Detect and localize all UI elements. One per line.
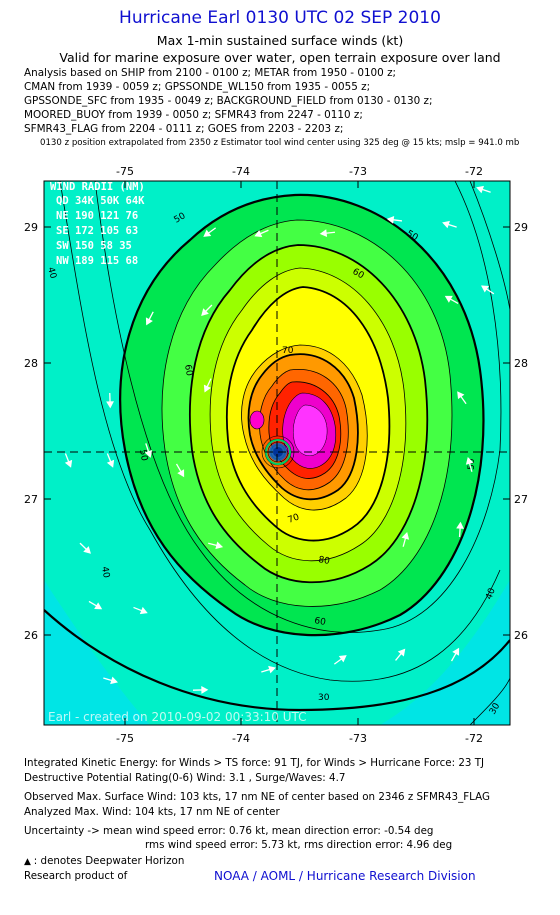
wind-arrow-head: [139, 606, 148, 615]
lat-tick-right: 26: [514, 629, 528, 642]
contour-label: 80: [317, 555, 330, 567]
wind-arrow-head: [145, 317, 153, 326]
wind-arrow-head: [401, 531, 410, 540]
wind-arrow-head: [144, 450, 153, 458]
map-title: Hurricane Earl 0130 UTC 02 SEP 2010: [119, 8, 441, 28]
wind-arrow-head: [442, 220, 450, 229]
contour-line-30kt-se: [469, 677, 510, 725]
wind-band-100kt: [293, 404, 328, 456]
lat-tick-left: 26: [24, 629, 38, 642]
wind-arrow-head: [476, 185, 484, 194]
analysis-line: Analysis based on SHIP from 2100 - 0100 …: [24, 67, 397, 79]
noaa-link[interactable]: NOAA / AOML / Hurricane Research Divisio…: [214, 869, 476, 883]
wind-arrow-head: [64, 459, 73, 468]
lat-tick-left: 29: [24, 221, 38, 234]
wind-arrow-head: [201, 686, 209, 694]
uncertainty-rms-line: rms wind speed error: 5.73 kt, rms direc…: [145, 839, 453, 851]
wind-arrow-head: [319, 229, 328, 238]
lon-tick-top: -74: [232, 165, 250, 178]
contour-line-30kt-ne: [469, 181, 510, 311]
wind-arrow-head: [106, 459, 115, 468]
map-credit: Earl - created on 2010-09-02 00:33:10 UT…: [48, 710, 307, 724]
lat-tick-right: 27: [514, 493, 528, 506]
map-subtitle-exposure: Valid for marine exposure over water, op…: [59, 50, 501, 65]
contour-label: 40: [484, 587, 497, 601]
wind-arrow-head: [452, 647, 460, 656]
wind-radii-title: WIND RADII (NM): [50, 181, 145, 193]
wind-arrow-head: [338, 655, 347, 663]
lon-tick-bottom: -75: [116, 732, 134, 745]
wind-radii-row: SE 172 105 63: [56, 225, 138, 237]
dpr-line: Destructive Potential Rating(0-6) Wind: …: [24, 772, 346, 784]
axis-ticks: [44, 181, 510, 725]
wind-lobe-west: [249, 410, 265, 430]
deepwater-legend: ▲ : denotes Deepwater Horizon: [24, 855, 184, 867]
contour-label: 60: [313, 616, 326, 628]
lat-tick-right: 29: [514, 221, 528, 234]
contour-label: 70: [282, 346, 294, 356]
lat-tick-left: 27: [24, 493, 38, 506]
position-note: 0130 z position extrapolated from 2350 z…: [40, 138, 520, 148]
analysis-line: MOORED_BUOY from 1939 - 0050 z; SFMR43 f…: [24, 109, 363, 121]
contour-label: 30: [318, 693, 330, 703]
observed-max-line: Observed Max. Surface Wind: 103 kts, 17 …: [24, 791, 490, 803]
lon-tick-bottom: -73: [349, 732, 367, 745]
lon-tick-top: -73: [349, 165, 367, 178]
map-subtitle-units: Max 1-min sustained surface winds (kt): [156, 33, 404, 48]
wind-radii-row: SW 150 58 35: [56, 240, 132, 252]
contour-line-30kt: [44, 609, 510, 712]
wind-arrow-head: [444, 295, 453, 303]
wind-arrow-head: [215, 541, 224, 550]
wind-arrow-head: [106, 401, 114, 409]
lon-tick-top: -75: [116, 165, 134, 178]
contour-label: 50: [467, 458, 477, 470]
wind-arrow-head: [201, 308, 209, 316]
triangle-icon: ▲: [24, 857, 31, 867]
lat-tick-left: 28: [24, 357, 38, 370]
contour-label: 60: [182, 364, 194, 377]
contour-label: 70: [287, 512, 301, 525]
wind-arrow-head: [203, 229, 212, 237]
wind-radii-header: QD 34K 50K 64K: [56, 195, 145, 207]
contour-label: 40: [45, 266, 58, 280]
analysis-line: GPSSONDE_SFC from 1935 - 0049 z; BACKGRO…: [24, 95, 433, 107]
ike-line: Integrated Kinetic Energy: for Winds > T…: [24, 757, 485, 769]
wind-arrow-head: [465, 456, 474, 465]
plot-frame: [43, 180, 511, 726]
wind-arrow-head: [203, 384, 211, 393]
wind-arrow-head: [110, 676, 118, 685]
analysis-line: CMAN from 1939 - 0059 z; GPSSONDE_WL150 …: [24, 81, 371, 93]
uncertainty-line: Uncertainty -> mean wind speed error: 0.…: [24, 825, 434, 837]
lon-tick-bottom: -74: [232, 732, 250, 745]
research-label: Research product of: [24, 870, 128, 882]
wind-radii-row: NE 190 121 76: [56, 210, 138, 222]
lat-tick-right: 28: [514, 357, 528, 370]
analysis-line: SFMR43_FLAG from 2204 - 0111 z; GOES fro…: [24, 123, 344, 135]
wind-radii-row: NW 189 115 68: [56, 255, 138, 267]
wind-arrow-head: [456, 521, 464, 529]
wind-arrow-head: [457, 391, 465, 400]
wind-arrow-head: [386, 215, 395, 224]
wind-arrow-head: [94, 602, 103, 610]
wind-arrow-head: [397, 648, 406, 657]
wind-field-map: -75 -74 -73 -72 -75 -74 -73 -72 29 28 27…: [24, 165, 528, 745]
wind-arrow-head: [481, 285, 490, 293]
contour-line-45kt: [94, 181, 502, 633]
contour-line-40kt: [59, 181, 501, 682]
wind-arrow-head: [177, 469, 185, 478]
wind-arrow-head: [254, 229, 263, 238]
contour-label: 40: [99, 566, 111, 579]
wind-arrow-group: [64, 185, 495, 694]
deepwater-label: : denotes Deepwater Horizon: [33, 855, 185, 867]
wind-arrow-head: [268, 665, 276, 674]
lon-tick-top: -72: [465, 165, 483, 178]
contour-label: 50: [137, 449, 149, 462]
lon-tick-bottom: -72: [465, 732, 483, 745]
wind-arrow-head: [83, 546, 91, 554]
analyzed-max-line: Analyzed Max. Wind: 104 kts, 17 nm NE of…: [24, 806, 280, 818]
